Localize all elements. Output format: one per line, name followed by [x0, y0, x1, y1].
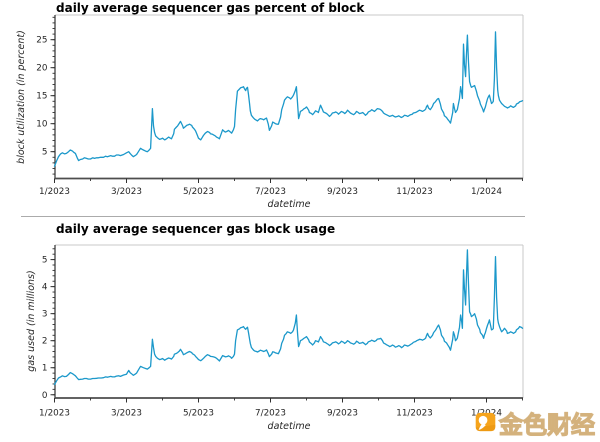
y-tick-label: 20 — [36, 64, 48, 74]
x-tick-label: 11/2023 — [396, 409, 433, 419]
y-tick-label: 4 — [42, 283, 48, 293]
y-tick-label: 5 — [42, 256, 48, 266]
x-tick-label: 9/2023 — [327, 187, 358, 197]
series-line — [53, 249, 524, 386]
x-tick-label: 7/2023 — [255, 409, 286, 419]
x-tick-label: 1/2023 — [39, 409, 70, 419]
x-tick-label: 9/2023 — [327, 409, 358, 419]
y-tick-label: 3 — [42, 310, 48, 320]
x-tick-label: 1/2024 — [471, 187, 502, 197]
y-tick-label: 15 — [36, 92, 47, 102]
y-tick-label: 2 — [42, 337, 48, 347]
x-tick-label: 5/2023 — [183, 409, 214, 419]
y-tick-label: 0 — [42, 391, 48, 401]
y-tick-label: 10 — [36, 120, 48, 130]
x-tick-label: 7/2023 — [255, 187, 286, 197]
chart-1: 5 10 15 20 25 1/2023 3/2023 5/2023 7/2023 9/2023 1… — [36, 14, 524, 197]
y-tick-label: 1 — [42, 364, 48, 374]
series-line — [53, 31, 524, 167]
x-tick-label: 3/2023 — [111, 409, 142, 419]
x-tick-label: 11/2023 — [396, 187, 433, 197]
y-tick-label: 25 — [36, 36, 47, 46]
figure-separator — [21, 216, 525, 217]
x-tick-label: 5/2023 — [183, 187, 214, 197]
chart-2: 0 1 2 3 4 5 1/2023 3/2023 5/2023 7/2023 9/2023 11/2… — [39, 244, 524, 419]
y-tick-label: 5 — [42, 148, 48, 158]
x-tick-label: 3/2023 — [111, 187, 142, 197]
x-tick-label: 1/2023 — [39, 187, 70, 197]
x-tick-label: 1/2024 — [471, 409, 502, 419]
